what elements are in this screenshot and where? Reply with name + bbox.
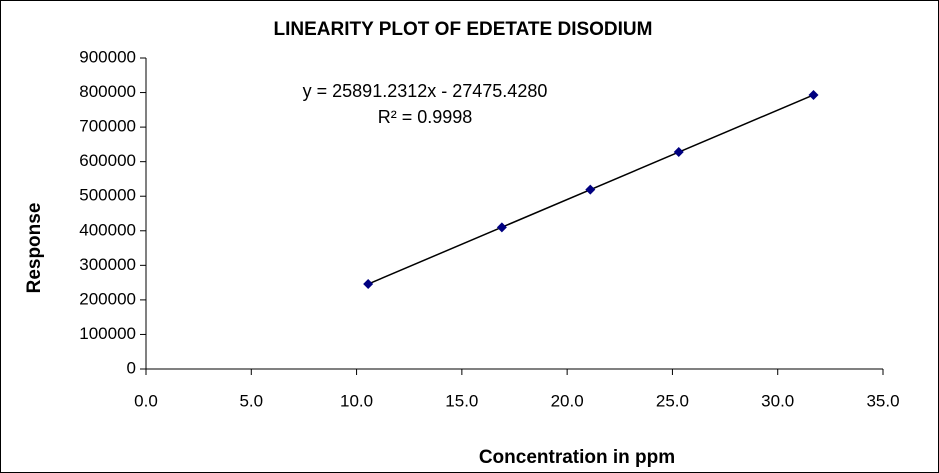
y-tick-label: 600000 [79, 151, 136, 170]
x-tick-label: 25.0 [656, 391, 689, 410]
data-point [496, 222, 507, 233]
data-point [363, 278, 374, 289]
y-tick-label: 400000 [79, 220, 136, 239]
y-tick-label: 0 [127, 358, 136, 377]
x-axis-label: Concentration in ppm [479, 447, 675, 468]
y-tick-label: 700000 [79, 117, 136, 136]
data-point [673, 146, 684, 157]
x-tick-label: 35.0 [866, 391, 899, 410]
chart-title: LINEARITY PLOT OF EDETATE DISODIUM [274, 19, 653, 40]
y-tick-label: 200000 [79, 289, 136, 308]
equation: y = 25891.2312x - 27475.4280 [303, 81, 548, 101]
x-tick-label: 20.0 [551, 391, 584, 410]
data-point [808, 89, 819, 100]
y-axis-label: Response [24, 203, 45, 294]
y-tick-label: 900000 [79, 47, 136, 66]
y-tick-label: 800000 [79, 82, 136, 101]
x-tick-label: 30.0 [761, 391, 794, 410]
y-tick-label: 300000 [79, 255, 136, 274]
x-tick-label: 5.0 [239, 391, 263, 410]
y-tick-label: 500000 [79, 186, 136, 205]
x-tick-label: 0.0 [134, 391, 158, 410]
data-point [585, 184, 596, 195]
x-tick-label: 10.0 [340, 391, 373, 410]
x-tick-label: 15.0 [445, 391, 478, 410]
y-tick-label: 100000 [79, 324, 136, 343]
r-squared: R² = 0.9998 [378, 107, 473, 127]
